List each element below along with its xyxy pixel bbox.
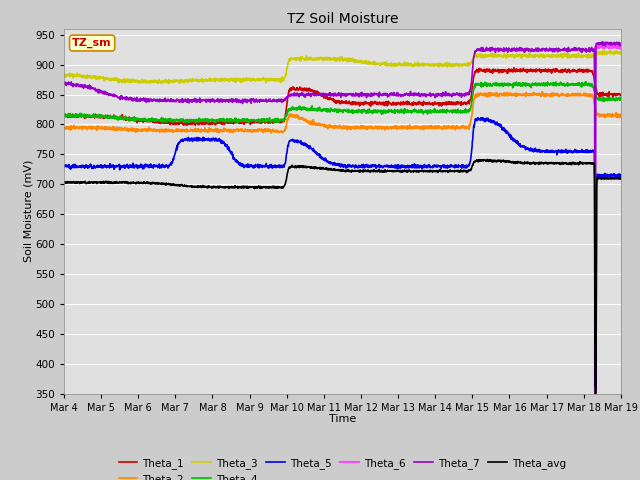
Theta_5 [591, 386, 599, 392]
Theta_1 [510, 65, 518, 71]
Theta_2 [499, 92, 506, 97]
Theta_avg [592, 399, 600, 405]
Line: Theta_1: Theta_1 [64, 68, 621, 125]
Theta_6 [601, 44, 609, 50]
Theta_4 [245, 120, 253, 126]
Theta_6 [600, 46, 608, 51]
Theta_avg [316, 165, 324, 170]
Theta_3 [617, 51, 625, 57]
Theta_4 [60, 114, 68, 120]
Theta_7 [60, 81, 68, 86]
Text: TZ_sm: TZ_sm [72, 38, 112, 48]
Theta_1 [88, 114, 96, 120]
Theta_7 [88, 85, 96, 91]
Theta_5 [316, 153, 324, 158]
Theta_avg [499, 158, 506, 164]
Theta_3 [601, 50, 609, 56]
Theta_5 [617, 172, 625, 178]
Theta_4 [499, 83, 506, 88]
Theta_5 [479, 115, 487, 120]
Theta_2 [88, 126, 96, 132]
Theta_5 [331, 162, 339, 168]
Theta_3 [602, 51, 609, 57]
Theta_5 [499, 126, 506, 132]
Theta_1 [499, 68, 506, 73]
Theta_avg [60, 180, 68, 185]
Theta_3 [60, 72, 68, 78]
Theta_3 [165, 81, 173, 86]
Theta_1 [331, 98, 339, 104]
Theta_avg [617, 176, 625, 181]
Theta_3 [316, 54, 324, 60]
Theta_1 [602, 92, 609, 98]
Theta_avg [88, 180, 96, 186]
Line: Theta_7: Theta_7 [64, 42, 621, 385]
Theta_2 [617, 112, 625, 118]
Theta_1 [316, 90, 324, 96]
Theta_3 [88, 73, 96, 79]
Theta_2 [538, 89, 546, 95]
Theta_5 [602, 171, 609, 177]
Line: Theta_6: Theta_6 [595, 45, 621, 394]
Theta_2 [331, 122, 339, 128]
Y-axis label: Soil Moisture (mV): Soil Moisture (mV) [24, 160, 34, 263]
Line: Theta_avg: Theta_avg [64, 159, 621, 402]
Theta_7 [617, 41, 625, 47]
Theta_4 [331, 107, 339, 112]
Theta_4 [316, 107, 324, 112]
Theta_7 [316, 93, 324, 98]
Theta_avg [331, 166, 339, 172]
Line: Theta_3: Theta_3 [64, 51, 621, 84]
Theta_avg [484, 156, 492, 162]
Theta_2 [60, 125, 68, 131]
Theta_3 [499, 55, 506, 60]
Legend: Theta_1, Theta_2, Theta_3, Theta_4, Theta_5, Theta_6, Theta_7, Theta_avg: Theta_1, Theta_2, Theta_3, Theta_4, Thet… [115, 454, 570, 480]
Theta_7 [331, 92, 339, 98]
Theta_4 [582, 79, 589, 85]
Theta_1 [617, 92, 625, 98]
Theta_1 [191, 122, 199, 128]
Theta_4 [601, 98, 609, 104]
Theta_7 [598, 39, 606, 45]
Theta_4 [88, 114, 96, 120]
Line: Theta_4: Theta_4 [64, 82, 621, 123]
Theta_2 [601, 113, 609, 119]
Theta_5 [60, 164, 68, 169]
Line: Theta_5: Theta_5 [64, 118, 621, 389]
Theta_4 [602, 96, 609, 102]
Theta_7 [602, 43, 609, 49]
Theta_5 [88, 164, 96, 169]
Theta_avg [602, 176, 609, 181]
Theta_1 [60, 112, 68, 118]
Theta_2 [316, 123, 324, 129]
Title: TZ Soil Moisture: TZ Soil Moisture [287, 12, 398, 26]
X-axis label: Time: Time [329, 414, 356, 424]
Theta_2 [268, 130, 275, 136]
Theta_7 [499, 47, 506, 53]
Theta_1 [601, 92, 609, 97]
Theta_5 [601, 170, 609, 176]
Line: Theta_2: Theta_2 [64, 92, 621, 133]
Theta_6 [617, 45, 625, 50]
Theta_7 [591, 383, 599, 388]
Theta_avg [601, 175, 609, 180]
Theta_3 [331, 58, 339, 64]
Theta_7 [601, 41, 609, 47]
Theta_2 [602, 115, 609, 120]
Theta_3 [600, 48, 608, 54]
Theta_4 [617, 95, 625, 100]
